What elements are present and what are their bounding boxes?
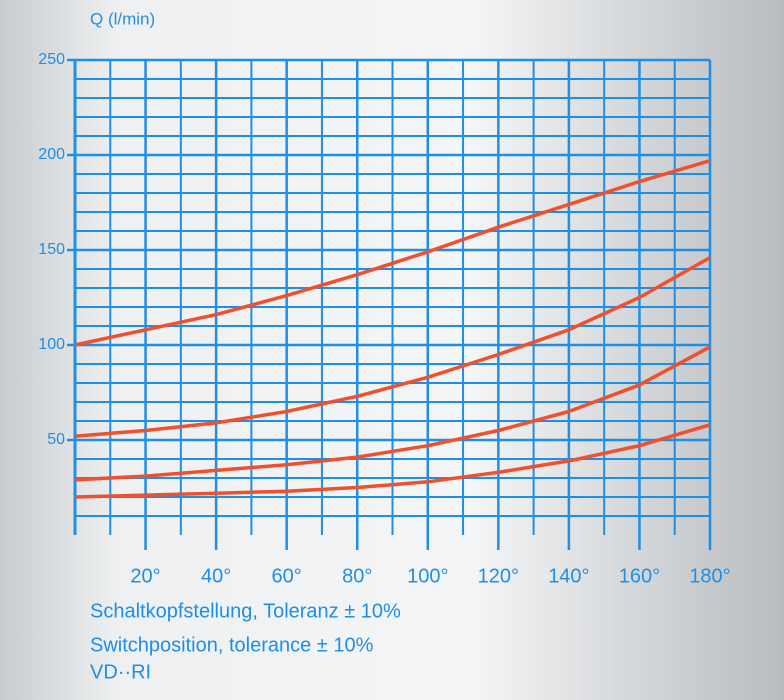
x-tick-label: 180° bbox=[689, 565, 730, 587]
y-tick-label: 50 bbox=[47, 431, 65, 448]
x-tick-label: 60° bbox=[272, 565, 302, 587]
annotation: VD··RI bbox=[90, 661, 151, 683]
series-line bbox=[74, 256, 711, 438]
y-tick-label: 150 bbox=[38, 241, 65, 258]
x-tick-label: 80° bbox=[342, 565, 372, 587]
x-tick-label: 40° bbox=[201, 565, 231, 587]
series-line bbox=[74, 345, 711, 482]
x-tick-label: 20° bbox=[130, 565, 160, 587]
y-tick-label: 100 bbox=[38, 336, 65, 353]
y-tick-label: 250 bbox=[38, 51, 65, 68]
x-tick-label: 120° bbox=[478, 565, 519, 587]
x-tick-label: 160° bbox=[619, 565, 660, 587]
y-tick-label: 200 bbox=[38, 146, 65, 163]
y-axis-label: Q (l/min) bbox=[90, 9, 155, 28]
annotation: Schaltkopfstellung, Toleranz ± 10% bbox=[90, 600, 401, 622]
series-line bbox=[74, 423, 711, 499]
x-tick-label: 100° bbox=[407, 565, 448, 587]
x-tick-label: 140° bbox=[548, 565, 589, 587]
series-line bbox=[74, 159, 711, 347]
annotation: Switchposition, tolerance ± 10% bbox=[90, 634, 374, 656]
